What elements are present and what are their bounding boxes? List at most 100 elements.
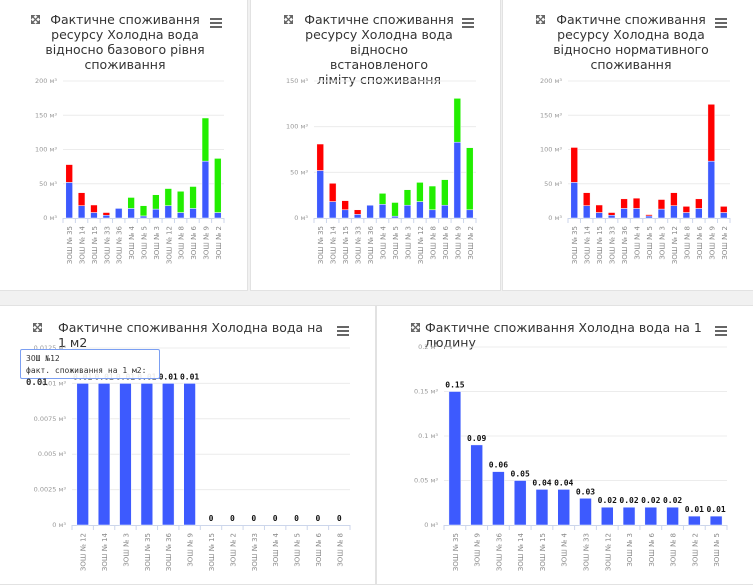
bar-blue bbox=[492, 471, 505, 526]
bar-blue bbox=[428, 209, 437, 219]
expand-arrows-icon[interactable] bbox=[284, 15, 293, 24]
y-tick-label: 50 м³ bbox=[39, 180, 57, 188]
expand-arrows-icon[interactable] bbox=[31, 15, 40, 24]
chart-title: Фактичне споживання ресурсу Холодна вода… bbox=[551, 12, 711, 72]
bar-red bbox=[316, 143, 324, 171]
title-line: Фактичне споживання bbox=[50, 12, 200, 27]
x-category-label: ЗОШ № 5 bbox=[141, 226, 149, 260]
hamburger-menu-icon[interactable] bbox=[715, 326, 727, 336]
bar-blue bbox=[670, 205, 678, 219]
x-category-label: ЗОШ № 36 bbox=[495, 532, 503, 571]
chart-title: Фактичне споживання Холодна вода на 1 м2 bbox=[58, 320, 328, 350]
bar-blue bbox=[164, 205, 172, 219]
data-label: 0 bbox=[273, 514, 278, 523]
x-category-label: ЗОШ № 15 bbox=[342, 226, 350, 264]
bar-blue bbox=[682, 212, 691, 219]
x-category-label: ЗОШ № 36 bbox=[621, 225, 629, 264]
hamburger-menu-icon[interactable] bbox=[462, 18, 474, 28]
bar-green bbox=[127, 197, 135, 209]
bar-green bbox=[453, 98, 461, 143]
y-tick-label: 0.0025 м³ bbox=[34, 486, 67, 494]
data-label: 0.09 bbox=[467, 434, 486, 443]
bar-green bbox=[201, 117, 210, 162]
bar-red bbox=[720, 206, 728, 213]
data-label: 0.02 bbox=[598, 496, 617, 505]
bar-red bbox=[682, 206, 691, 213]
y-tick-label: 200 м³ bbox=[540, 77, 562, 85]
x-category-label: ЗОШ № 5 bbox=[646, 226, 654, 260]
hamburger-menu-icon[interactable] bbox=[337, 326, 349, 336]
chart-panel-per-person: Фактичне споживання Холодна вода на 1 лю… bbox=[376, 305, 753, 585]
x-category-label: ЗОШ № 5 bbox=[392, 226, 400, 260]
bar-blue bbox=[140, 383, 153, 526]
title-line: Фактичне споживання Холодна вода на 1 лю… bbox=[425, 320, 702, 350]
bar-green bbox=[139, 205, 148, 217]
bar-green bbox=[164, 188, 172, 206]
bar-blue bbox=[65, 182, 73, 219]
x-category-label: ЗОШ № 35 bbox=[66, 226, 74, 264]
title-line: відносно нормативного bbox=[553, 42, 709, 57]
title-line: ресурсу Холодна вода bbox=[51, 27, 199, 42]
x-category-label: ЗОШ № 36 bbox=[165, 532, 173, 571]
title-line: споживання bbox=[84, 57, 166, 72]
bar-blue bbox=[688, 515, 701, 526]
chart-plot: 0 м³ 0.0025 м³ 0.005 м³ 0.0075 м³ 0.01 м³ 0.0… bbox=[34, 344, 351, 571]
data-label: 0.03 bbox=[576, 487, 595, 496]
y-tick-label: 50 м³ bbox=[290, 168, 308, 176]
x-category-label: ЗОШ № 2 bbox=[691, 533, 699, 567]
data-label: 0.01 bbox=[706, 505, 725, 514]
y-tick-label: 200 м³ bbox=[35, 77, 57, 85]
bar-blue bbox=[513, 480, 527, 526]
x-category-label: ЗОШ № 6 bbox=[696, 225, 704, 259]
bar-blue bbox=[707, 160, 715, 219]
bar-blue bbox=[316, 170, 324, 219]
expand-arrows-icon[interactable] bbox=[411, 323, 420, 332]
chart-title: Фактичне споживання Холодна вода на 1 лю… bbox=[425, 320, 715, 350]
bar-blue bbox=[353, 214, 362, 219]
bar-blue bbox=[201, 160, 210, 219]
bar-green bbox=[403, 189, 412, 206]
x-category-label: ЗОШ № 5 bbox=[294, 533, 302, 567]
bar-red bbox=[620, 198, 628, 209]
x-category-label: ЗОШ № 6 bbox=[648, 532, 656, 566]
x-category-label: ЗОШ № 15 bbox=[208, 533, 216, 571]
bar-red bbox=[607, 212, 616, 216]
chart-panel-per-m2: Фактичне споживання Холодна вода на 1 м2… bbox=[0, 305, 376, 585]
bar-blue bbox=[139, 215, 148, 219]
expand-arrows-icon[interactable] bbox=[536, 15, 545, 24]
x-category-label: ЗОШ № 3 bbox=[658, 226, 666, 260]
bar-blue bbox=[176, 212, 185, 219]
bar-blue bbox=[595, 212, 603, 219]
x-category-label: ЗОШ № 33 bbox=[251, 533, 259, 571]
data-label: 0.02 bbox=[663, 496, 682, 505]
x-category-label: ЗОШ № 8 bbox=[429, 226, 437, 260]
data-label: 0.01 bbox=[159, 372, 178, 381]
hamburger-menu-icon[interactable] bbox=[210, 18, 222, 28]
data-label: 0 bbox=[251, 514, 256, 523]
bar-red bbox=[595, 204, 603, 213]
y-tick-label: 0 м³ bbox=[43, 214, 57, 222]
bar-blue bbox=[152, 208, 160, 219]
bar-blue bbox=[720, 212, 728, 219]
hamburger-menu-icon[interactable] bbox=[715, 18, 727, 28]
bar-blue bbox=[189, 208, 197, 219]
bar-blue bbox=[657, 208, 666, 219]
bar-red bbox=[707, 104, 715, 162]
y-tick-label: 0.005 м³ bbox=[38, 450, 67, 458]
x-category-label: ЗОШ № 6 bbox=[315, 532, 323, 566]
y-tick-label: 0.01 м³ bbox=[42, 379, 66, 387]
bar-green bbox=[152, 194, 160, 210]
bar-blue bbox=[416, 201, 424, 219]
x-category-label: ЗОШ № 4 bbox=[272, 532, 280, 566]
x-category-label: ЗОШ № 4 bbox=[561, 532, 569, 566]
chart-plot: 0 м³ 50 м³ 100 м³ 150 м³ 200 м³ ЗОШ № 35 ЗОШ №… bbox=[540, 77, 731, 264]
x-category-label: ЗОШ № 6 bbox=[442, 225, 450, 259]
x-category-label: ЗОШ № 15 bbox=[91, 226, 99, 264]
y-tick-label: 0.0125 м³ bbox=[34, 344, 67, 352]
x-category-label: ЗОШ № 3 bbox=[153, 226, 161, 260]
bar-red bbox=[102, 212, 111, 216]
data-label: 0.01 bbox=[180, 372, 199, 381]
x-category-label: ЗОШ № 9 bbox=[187, 533, 195, 567]
expand-arrows-icon[interactable] bbox=[33, 323, 42, 332]
chart-title: Фактичне споживання ресурсу Холодна вода… bbox=[299, 12, 459, 87]
